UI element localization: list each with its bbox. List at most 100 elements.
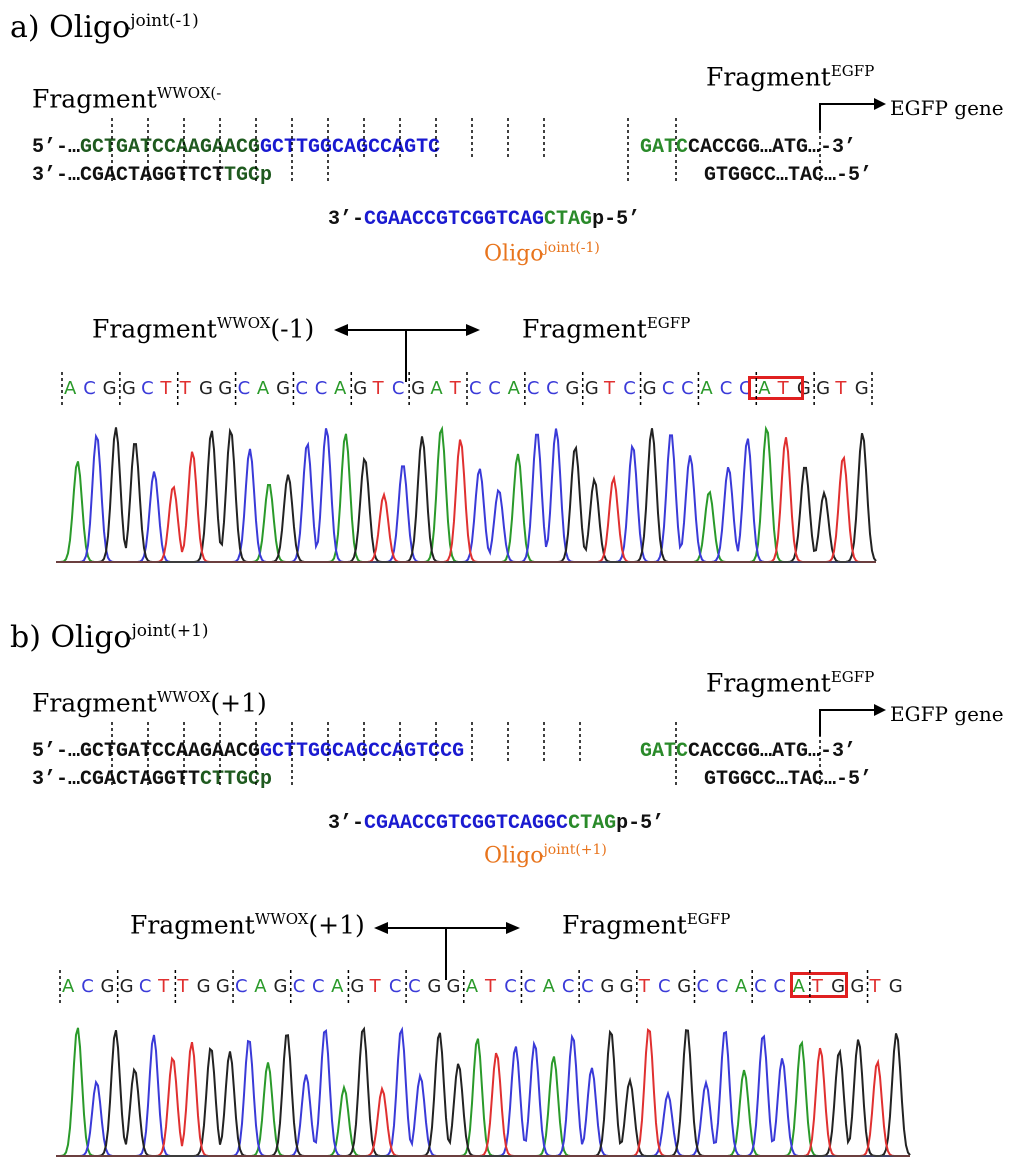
- base-call: A: [758, 378, 771, 399]
- sequence-segment: 3’-: [328, 812, 365, 835]
- sequence-segment: CACCGG…ATG…-3’: [688, 136, 857, 159]
- base-call: C: [488, 378, 501, 399]
- panel-a-atg-start-codon-box: [748, 376, 804, 400]
- sequence-segment: p-5’: [616, 812, 665, 835]
- base-call: C: [658, 976, 671, 997]
- base-call: A: [254, 976, 267, 997]
- panel-a-joint-oligo-name: Oligojoint(-1): [484, 240, 600, 267]
- panel-a-title: a) Oligojoint(-1): [10, 10, 199, 45]
- panel-b-joint-oligo-name: Oligojoint(+1): [484, 842, 607, 869]
- base-call: A: [542, 976, 555, 997]
- base-call: A: [64, 378, 77, 399]
- sequence-segment: CTTGCp: [200, 768, 273, 791]
- base-call: C: [292, 976, 306, 997]
- base-call: C: [681, 378, 694, 399]
- panel-b-joint-oligo-sequence: 3’-CGAACCGTCGGTCAGGCCTAGp-5’: [328, 812, 664, 835]
- base-call: T: [604, 378, 615, 399]
- base-call: C: [314, 378, 328, 399]
- panel-b-egfp-bottom-strand: GTGGCC…TAC…-5’: [704, 768, 872, 791]
- base-call: C: [719, 378, 733, 399]
- panel-b-reading-frame-dividers: [111, 722, 821, 788]
- panel-a-junction-egfp-label: FragmentEGFP: [522, 314, 691, 344]
- sequence-segment: CTAG: [544, 208, 593, 231]
- base-call: A: [256, 378, 270, 399]
- panel-a-egfp-bottom-strand: GTGGCC…TAC…-5’: [704, 164, 872, 187]
- panel-b-egfp-top-strand: GATCCACCGG…ATG…-3’: [640, 740, 856, 763]
- panel-a-wwox-top-strand: 5’-…GCTGATCCAAGAACGGCTTGGCAGCCAGTC: [32, 136, 440, 159]
- base-call: G: [816, 378, 831, 399]
- panel-b-junction-arrow: [374, 922, 520, 980]
- base-call: G: [888, 976, 903, 997]
- panel-a-junction-arrow: [334, 324, 480, 382]
- base-call: C: [408, 976, 421, 997]
- base-call: T: [160, 378, 172, 399]
- sequence-segment: 3’-…CGACTAGGTT: [32, 768, 201, 791]
- panel-a-egfp-fragment-title: FragmentEGFP: [706, 62, 875, 92]
- base-call: A: [792, 976, 805, 997]
- base-call: G: [350, 976, 365, 997]
- base-call: G: [215, 976, 230, 997]
- panel-a-wwox-fragment-title: FragmentWWOX(-: [32, 84, 222, 114]
- base-call: G: [102, 378, 117, 399]
- base-call: G: [119, 976, 134, 997]
- base-call: G: [619, 976, 634, 997]
- sequence-segment: GCTTGGCAGCCAGTC: [260, 136, 441, 159]
- base-call: G: [427, 976, 442, 997]
- base-call: C: [561, 976, 575, 997]
- base-call: G: [196, 976, 211, 997]
- base-call: C: [546, 378, 559, 399]
- sequence-segment: 5’-…: [32, 136, 81, 159]
- base-call: C: [696, 976, 710, 997]
- sequence-segment: CACCGG…ATG…-3’: [688, 740, 857, 763]
- panel-a-egfp-top-strand: GATCCACCGG…ATG…-3’: [640, 136, 856, 159]
- sequence-segment: GCTTGGCAGCCAGTCCG: [260, 740, 465, 763]
- base-call: T: [449, 378, 461, 399]
- base-call: T: [179, 378, 191, 399]
- panel-a-egfp-gene-label: EGFP gene: [890, 96, 1004, 120]
- base-call: A: [465, 976, 479, 997]
- base-call: C: [526, 378, 540, 399]
- base-call: G: [642, 378, 657, 399]
- panel-b-wwox-bottom-strand: 3’-…CGACTAGGTTCTTGCp: [32, 768, 272, 791]
- sequence-segment: GCTGATCCAAGAACG: [80, 136, 261, 159]
- base-call: C: [83, 378, 96, 399]
- sequence-segment: TGCp: [224, 164, 273, 187]
- panel-a-reading-frame-dividers: [111, 118, 821, 184]
- sequence-segment: 3’-…CGACTAGGTTCT: [32, 164, 225, 187]
- base-call: A: [430, 378, 443, 399]
- base-call: G: [831, 976, 846, 997]
- base-call: C: [469, 378, 482, 399]
- sequence-segment: CTAG: [568, 812, 617, 835]
- base-call: G: [411, 378, 426, 399]
- base-call: C: [141, 378, 154, 399]
- base-call: C: [138, 976, 152, 997]
- base-call: T: [811, 976, 823, 997]
- base-call: A: [331, 976, 344, 997]
- sequence-segment: GTGGCC…TAC…-5’: [704, 768, 873, 791]
- base-call: C: [715, 976, 729, 997]
- base-call: C: [235, 976, 248, 997]
- base-call: G: [276, 378, 291, 399]
- panel-b-atg-start-codon-box: [790, 972, 848, 998]
- panel-a-joint-oligo-sequence: 3’-CGAACCGTCGGTCAGCTAGp-5’: [328, 208, 640, 231]
- base-call: G: [100, 976, 115, 997]
- base-call: G: [273, 976, 288, 997]
- base-call: G: [584, 378, 599, 399]
- base-call: C: [581, 976, 594, 997]
- panel-b-junction-wwox-label: FragmentWWOX(+1): [130, 910, 365, 940]
- sequence-segment: CGAACCGTCGGTCAG: [364, 208, 545, 231]
- base-call: A: [734, 976, 748, 997]
- sequence-segment: GATC: [640, 740, 689, 763]
- base-call: G: [854, 378, 869, 399]
- sequence-segment: CGAACCGTCGGTCAGGC: [364, 812, 569, 835]
- base-call: A: [62, 976, 75, 997]
- base-call: C: [391, 378, 405, 399]
- base-call: G: [446, 976, 461, 997]
- base-call: A: [334, 378, 347, 399]
- base-call: C: [754, 976, 767, 997]
- panel-b-chromatogram: [56, 1026, 911, 1157]
- panel-b-egfp-gene-label: EGFP gene: [890, 702, 1004, 726]
- base-call: A: [700, 378, 713, 399]
- base-call: C: [311, 976, 325, 997]
